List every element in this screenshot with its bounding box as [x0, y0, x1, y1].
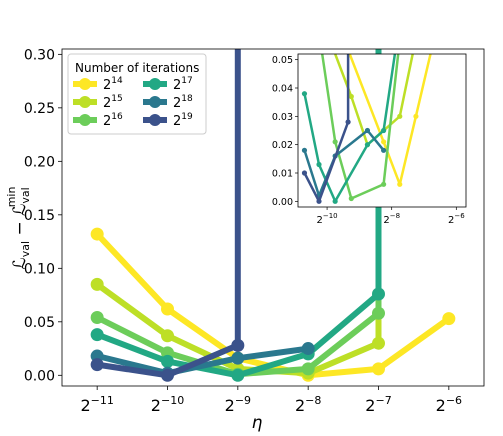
inset-data-point — [345, 119, 351, 125]
main-plot-frame — [61, 48, 485, 387]
inset-data-point — [381, 139, 387, 145]
legend-label-2-15: 215 — [103, 94, 123, 111]
data-point-2-15 — [161, 329, 174, 343]
inset-data-point — [364, 127, 371, 134]
series-line-2-18 — [96, 345, 309, 377]
inset-data-point — [397, 113, 403, 119]
data-point-2-19 — [231, 338, 245, 352]
x-axis-label: η — [252, 413, 263, 433]
inset-y-tick-label: 0.05 — [272, 55, 293, 66]
x-tick-label: 2−7 — [365, 394, 391, 415]
inset-y-tick-label: 0.02 — [272, 140, 293, 151]
svg-text:ℒval − ℒvalmin: ℒval − ℒvalmin — [5, 187, 32, 270]
legend-marker — [79, 96, 91, 108]
legend-label-2-16: 216 — [103, 112, 123, 129]
y-tick-label: 0.00 — [24, 368, 55, 384]
legend-box — [67, 53, 207, 135]
inset-data-point — [316, 161, 322, 168]
inset-frame — [297, 53, 467, 208]
inset-x-tick-label: 2−10 — [316, 212, 337, 226]
legend-label-2-17: 217 — [173, 76, 193, 93]
data-point-2-16 — [372, 306, 385, 320]
legend-marker — [149, 114, 161, 126]
x-tick-label: 2−6 — [436, 394, 462, 415]
legend-marker — [149, 96, 161, 108]
data-point-2-14 — [90, 227, 104, 241]
inset-data-point — [301, 91, 308, 97]
inset-x-tick-label: 2−8 — [383, 212, 400, 226]
data-point-2-16 — [301, 362, 315, 376]
inset-data-point — [301, 170, 308, 176]
inset-y-tick-label: 0.01 — [272, 169, 293, 180]
inset-y-tick-label: 0.00 — [272, 197, 293, 208]
y-tick-label: 0.20 — [24, 154, 55, 170]
inset-data-point — [364, 142, 371, 148]
data-point-2-14 — [442, 312, 456, 326]
data-point-2-18 — [301, 342, 315, 356]
inset-data-point — [381, 127, 387, 134]
inset-series — [301, 54, 432, 204]
inset-data-point — [381, 147, 387, 153]
y-tick-label: 0.05 — [24, 315, 55, 331]
data-point-2-17 — [372, 287, 385, 301]
y-tick-label: 0.25 — [24, 101, 55, 117]
data-point-2-15 — [90, 277, 104, 291]
legend-marker — [149, 78, 161, 90]
legend-title: Number of iterations — [75, 61, 199, 75]
data-point-2-17 — [90, 328, 104, 342]
data-point-2-14 — [161, 302, 174, 316]
legend-label-2-14: 214 — [103, 76, 123, 93]
y-tick-label: 0.15 — [24, 208, 55, 224]
inset-data-point — [381, 181, 387, 187]
x-tick-label: 2−8 — [295, 394, 321, 415]
legend-marker — [79, 78, 91, 90]
data-point-2-15 — [372, 336, 385, 350]
inset-series-line — [303, 54, 397, 203]
inset-x-tick-label: 2−6 — [448, 212, 465, 226]
data-point-2-17 — [231, 368, 245, 382]
data-point-2-16 — [90, 311, 104, 325]
series-line-2-17 — [96, 49, 382, 379]
y-tick-label: 0.10 — [24, 261, 55, 277]
inset-data-point — [301, 147, 308, 153]
inset-data-point — [332, 139, 338, 145]
inset-data-point — [316, 198, 322, 204]
main-plot-series — [90, 49, 456, 382]
inset-data-point — [397, 181, 403, 187]
inset-plot: 2−10 2−8 2−6 0.00 0.01 0.02 0.03 0.04 0.05 — [272, 53, 467, 226]
inset-series-line — [303, 54, 350, 203]
data-point-2-18 — [231, 351, 245, 365]
x-tick-label: 2−10 — [151, 394, 184, 415]
data-point-2-19 — [161, 368, 174, 382]
inset-data-point — [413, 113, 419, 119]
x-tick-label: 2−9 — [225, 394, 251, 415]
y-axis-label: ℒval − ℒvalmin — [5, 187, 32, 270]
data-point-2-19 — [90, 358, 104, 372]
inset-data-point — [348, 93, 354, 100]
legend-label-2-18: 218 — [173, 94, 193, 111]
data-point-2-17 — [161, 354, 174, 368]
data-point-2-14 — [372, 362, 385, 376]
main-axis-ticks: 2−11 2−10 2−9 2−8 2−7 2−6 0.00 0.05 0.10 0.15 0.20… — [24, 47, 462, 415]
inset-data-point — [348, 195, 354, 202]
inset-y-tick-label: 0.03 — [272, 112, 293, 123]
inset-y-tick-label: 0.04 — [272, 84, 293, 95]
inset-axis-ticks: 2−10 2−8 2−6 0.00 0.01 0.02 0.03 0.04 0.05 — [272, 55, 465, 226]
legend-marker — [79, 114, 91, 126]
x-tick-label: 2−11 — [80, 394, 113, 415]
legend-label-2-19: 219 — [173, 112, 193, 129]
inset-data-point — [332, 198, 338, 204]
y-tick-label: 0.30 — [24, 47, 55, 63]
series-line-2-19 — [96, 49, 241, 379]
